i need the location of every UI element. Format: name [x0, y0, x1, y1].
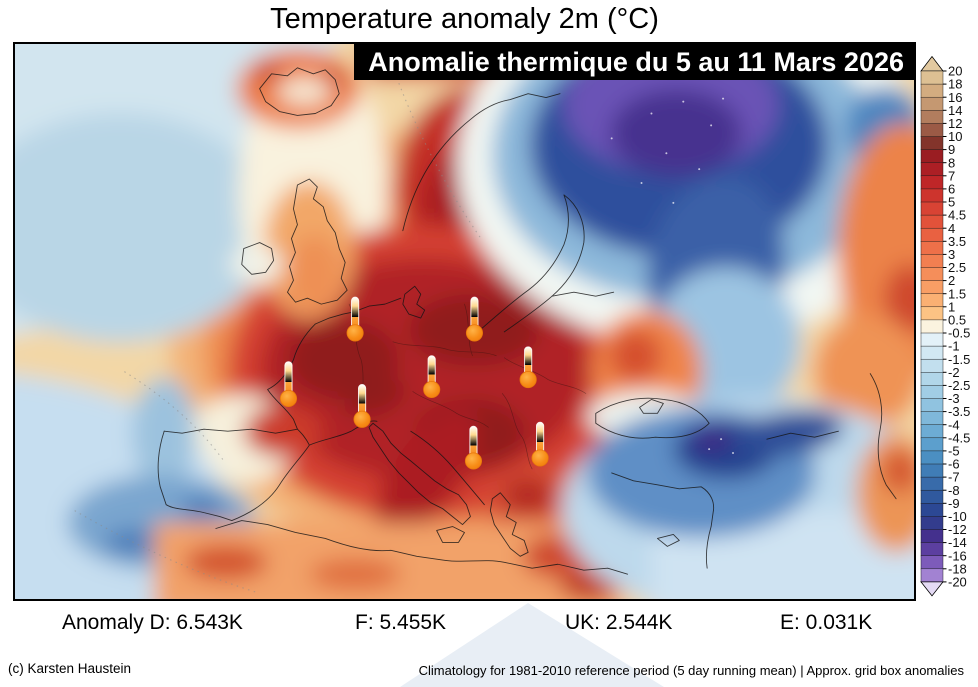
svg-text:-3: -3 — [948, 391, 960, 406]
europe-anomaly-map — [15, 44, 914, 599]
svg-text:-10: -10 — [948, 509, 967, 524]
svg-text:16: 16 — [948, 90, 962, 105]
credit-text: (c) Karsten Haustein — [8, 661, 132, 676]
svg-text:-5: -5 — [948, 444, 960, 459]
coastlines — [157, 67, 897, 575]
svg-text:18: 18 — [948, 77, 962, 92]
svg-text:-9: -9 — [948, 496, 960, 511]
svg-text:-12: -12 — [948, 522, 967, 537]
svg-text:-14: -14 — [948, 535, 967, 550]
map-frame: Anomalie thermique du 5 au 11 Mars 2026 — [13, 42, 916, 601]
colorbar-svg: 201816141210987654.543.532.521.510.5-0.5… — [920, 55, 970, 597]
banner: Anomalie thermique du 5 au 11 Mars 2026 — [354, 44, 914, 80]
svg-text:-6: -6 — [948, 457, 960, 472]
svg-text:6: 6 — [948, 182, 955, 197]
anomaly-stat-uk: UK: 2.544K — [565, 611, 673, 634]
svg-text:2.5: 2.5 — [948, 260, 966, 275]
svg-text:-18: -18 — [948, 561, 967, 576]
svg-text:4.5: 4.5 — [948, 208, 966, 223]
anomaly-stat-f: F: 5.455K — [355, 611, 447, 634]
svg-text:3: 3 — [948, 247, 955, 262]
svg-text:20: 20 — [948, 64, 962, 79]
watermark-triangle — [400, 603, 664, 687]
svg-text:-0.5: -0.5 — [948, 326, 970, 341]
svg-text:-1: -1 — [948, 339, 960, 354]
map-color-field — [15, 44, 914, 599]
svg-text:-2.5: -2.5 — [948, 378, 970, 393]
svg-text:2: 2 — [948, 273, 955, 288]
page-title: Temperature anomaly 2m (°C) — [270, 3, 659, 35]
svg-text:-8: -8 — [948, 483, 960, 498]
svg-text:12: 12 — [948, 116, 962, 131]
anomaly-stat-e: E: 0.031K — [780, 611, 873, 634]
colorbar-scale: 20 18 16 14 12 10 9 8 7 6 5 4.5 4 3.5 3 2.5 2 1.5 1 0.5 -0.5… — [919, 55, 978, 615]
svg-text:-3.5: -3.5 — [948, 404, 970, 419]
svg-text:1.5: 1.5 — [948, 286, 966, 301]
svg-text:10: 10 — [948, 129, 962, 144]
svg-text:14: 14 — [948, 103, 962, 118]
svg-text:8: 8 — [948, 155, 955, 170]
svg-text:-7: -7 — [948, 470, 960, 485]
svg-text:1: 1 — [948, 299, 955, 314]
svg-text:3.5: 3.5 — [948, 234, 966, 249]
stipple-dots — [610, 97, 735, 455]
svg-text:4: 4 — [948, 221, 955, 236]
svg-text:0.5: 0.5 — [948, 313, 966, 328]
climatology-note: Climatology for 1981-2010 reference peri… — [418, 663, 964, 678]
svg-text:-20: -20 — [948, 575, 967, 590]
anomaly-stat-d: Anomaly D: 6.543K — [62, 611, 243, 634]
svg-text:7: 7 — [948, 168, 955, 183]
svg-text:-4: -4 — [948, 417, 960, 432]
svg-text:-4.5: -4.5 — [948, 430, 970, 445]
svg-text:-1.5: -1.5 — [948, 352, 970, 367]
svg-text:5: 5 — [948, 195, 955, 210]
svg-text:-16: -16 — [948, 548, 967, 563]
svg-text:9: 9 — [948, 142, 955, 157]
svg-text:-2: -2 — [948, 365, 960, 380]
thermometer-icons — [279, 296, 549, 470]
